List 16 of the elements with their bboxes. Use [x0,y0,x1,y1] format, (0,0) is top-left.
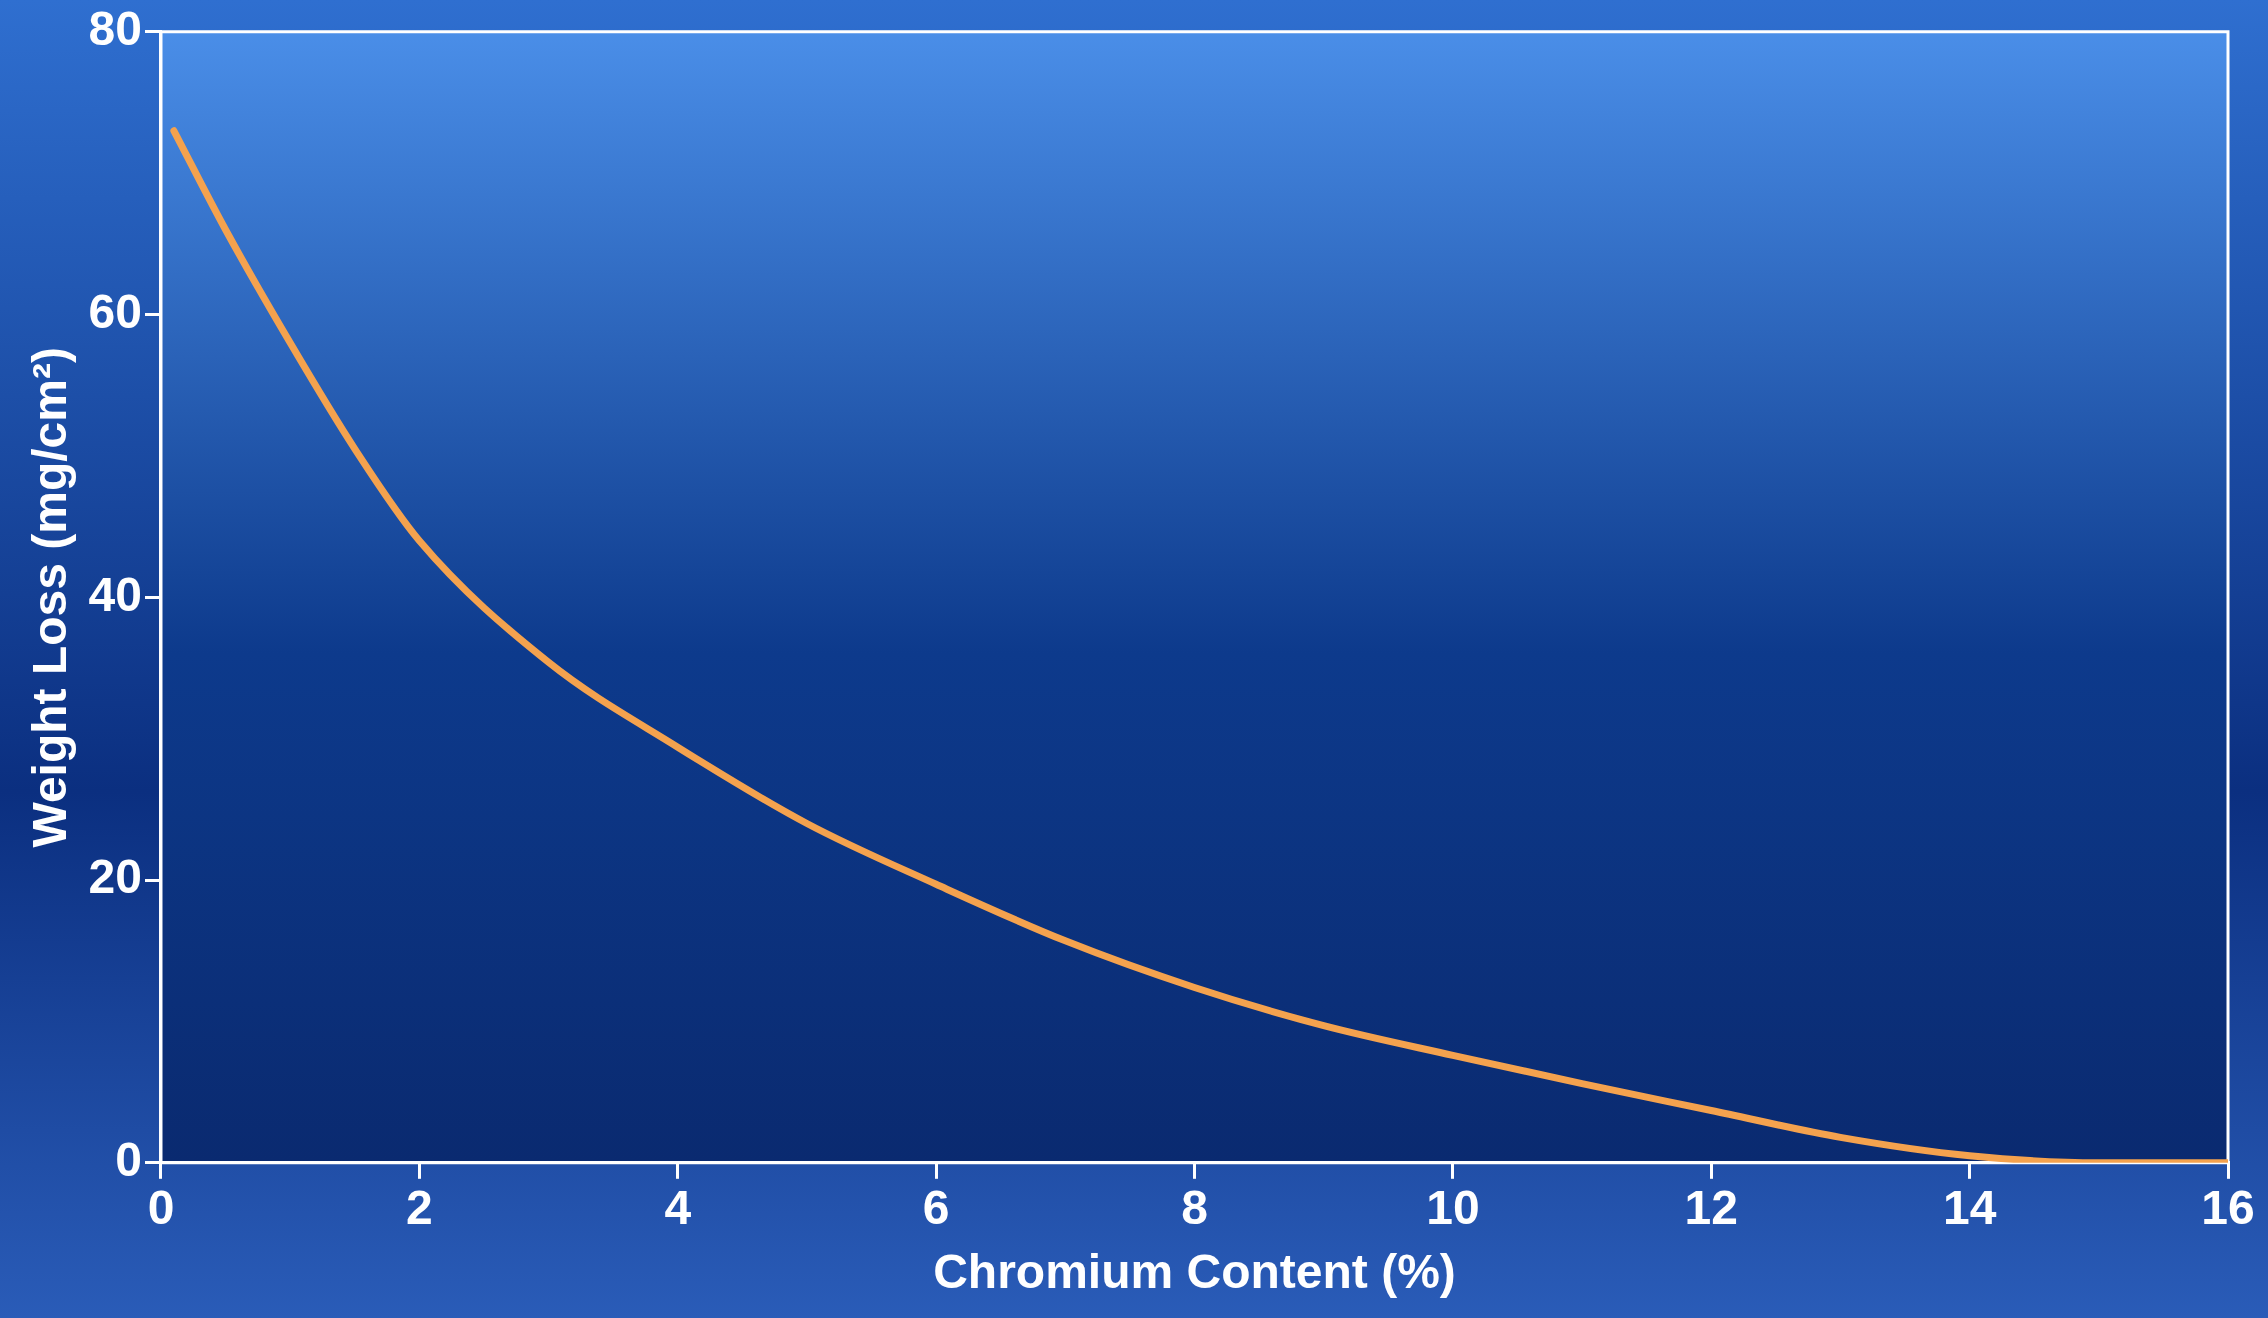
x-tick-label: 0 [147,1180,175,1234]
x-tick-label: 16 [2201,1180,2255,1234]
x-tick-label: 6 [922,1180,950,1234]
y-tick-label: 60 [88,284,142,338]
x-tick-label: 4 [664,1180,692,1234]
x-tick-label: 10 [1426,1180,1480,1234]
x-tick-label: 8 [1181,1180,1208,1234]
y-tick-label: 40 [88,567,142,621]
x-tick-label: 14 [1942,1180,1997,1234]
x-tick-label: 2 [406,1180,433,1234]
y-tick-label: 80 [88,2,142,56]
y-tick-label: 20 [88,850,142,904]
y-tick-label: 0 [115,1133,142,1187]
y-axis-title: Weight Loss (mg/cm²) [23,347,77,848]
x-axis-title: Chromium Content (%) [933,1245,1456,1299]
x-tick-label: 12 [1684,1180,1738,1234]
